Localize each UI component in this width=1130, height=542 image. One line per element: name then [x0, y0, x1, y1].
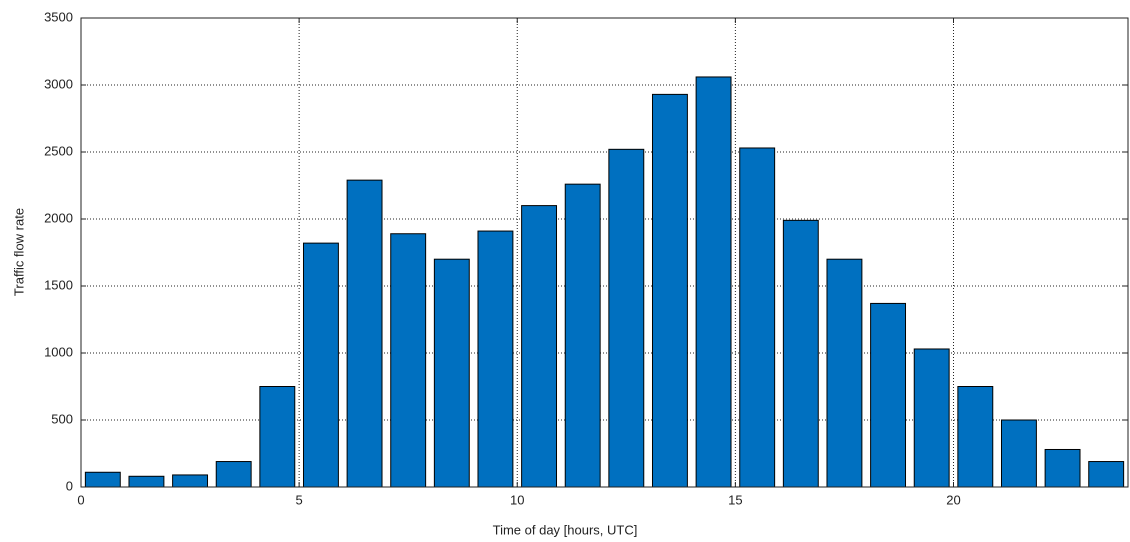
y-tick-label: 2500: [44, 143, 73, 158]
y-tick-label: 0: [66, 478, 73, 493]
bar: [390, 233, 427, 488]
bar: [782, 219, 819, 488]
bar: [172, 474, 209, 488]
x-tick-label: 20: [946, 492, 960, 507]
bar: [826, 258, 863, 488]
bar: [433, 258, 470, 488]
bar: [1044, 448, 1081, 488]
y-tick-label: 2000: [44, 210, 73, 225]
bar: [957, 386, 994, 488]
y-tick-label: 3000: [44, 76, 73, 91]
x-axis-label: Time of day [hours, UTC]: [493, 522, 638, 537]
bar: [870, 302, 907, 488]
x-tick-label: 5: [296, 492, 303, 507]
y-tick-label: 500: [51, 411, 73, 426]
bar: [302, 242, 339, 488]
bar: [84, 471, 121, 488]
bar: [739, 147, 776, 488]
x-tick-label: 15: [728, 492, 742, 507]
bar: [608, 148, 645, 488]
bar: [259, 386, 296, 488]
y-tick-label: 1500: [44, 277, 73, 292]
y-tick-label: 1000: [44, 344, 73, 359]
bar: [1088, 461, 1125, 488]
bar: [477, 230, 514, 488]
bar: [128, 475, 165, 488]
y-axis-label: Traffic flow rate: [11, 208, 26, 296]
bar: [521, 205, 558, 488]
axes-box: [80, 17, 1129, 488]
bar: [215, 461, 252, 488]
bar: [346, 179, 383, 488]
x-tick-label: 10: [510, 492, 524, 507]
y-tick-label: 3500: [44, 9, 73, 24]
bar: [1000, 419, 1037, 488]
bar: [651, 93, 688, 488]
bar: [564, 183, 601, 488]
bar: [695, 76, 732, 488]
x-tick-label: 0: [77, 492, 84, 507]
bar: [913, 348, 950, 488]
